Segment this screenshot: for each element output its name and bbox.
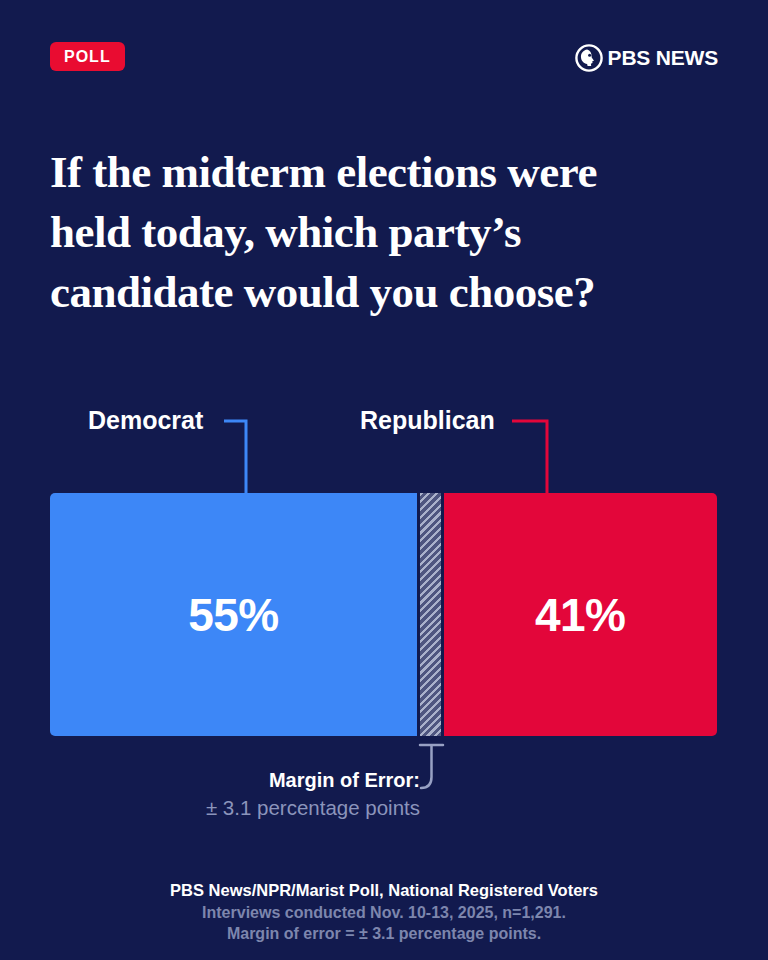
headline-line-1: If the midterm elections were [50,142,740,202]
democrat-value: 55% [188,588,279,642]
moe-detail: ± 3.1 percentage points [100,796,420,820]
bar-moe-hatch [417,493,444,736]
bar-democrat: 55% [50,493,417,736]
label-connector-lines [0,405,768,500]
headline-line-2: held today, which party’s [50,202,740,262]
poll-badge: POLL [50,42,125,71]
source-footer: PBS News/NPR/Marist Poll, National Regis… [0,880,768,945]
footer-source-line: PBS News/NPR/Marist Poll, National Regis… [0,880,768,902]
bar-republican: 41% [444,493,717,736]
footer-moe-line: Margin of error = ± 3.1 percentage point… [0,923,768,945]
moe-callout: Margin of Error: ± 3.1 percentage points [100,769,420,820]
poll-graphic: POLL PBS NEWS If the midterm elections w… [0,0,768,960]
moe-title: Margin of Error: [100,769,420,792]
poll-badge-label: POLL [64,48,111,66]
brand-name: PBS NEWS [608,46,718,70]
page-title: If the midterm elections were held today… [50,142,740,322]
headline-line-3: candidate would you choose? [50,262,740,322]
bar-chart: 55% 41% [50,493,717,736]
brand-lockup: PBS NEWS [575,43,718,73]
footer-interviews-line: Interviews conducted Nov. 10-13, 2025, n… [0,902,768,924]
republican-value: 41% [535,588,626,642]
pbs-logo-icon [575,44,603,72]
